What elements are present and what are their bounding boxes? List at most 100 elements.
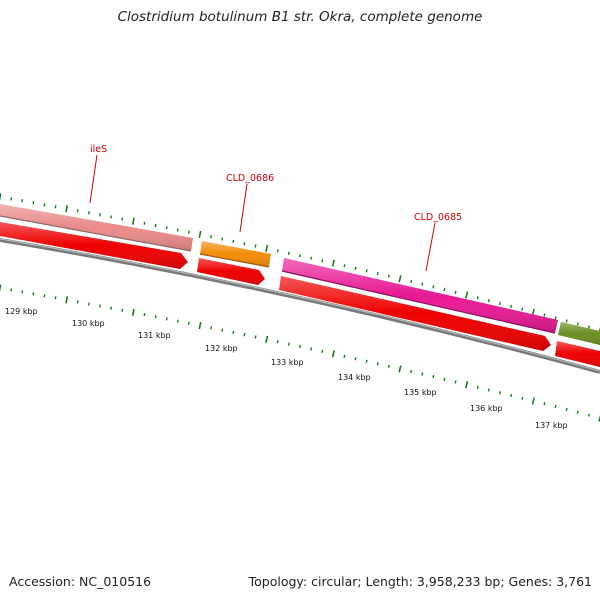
minor-tick bbox=[176, 319, 179, 323]
minor-tick bbox=[487, 388, 490, 392]
minor-tick bbox=[76, 209, 79, 213]
genome-backbone-highlight bbox=[0, 238, 600, 372]
feature-edge bbox=[199, 253, 270, 268]
scale-label: 134 kbp bbox=[338, 373, 371, 382]
scale-label: 129 kbp bbox=[5, 307, 38, 316]
minor-tick bbox=[221, 237, 224, 241]
minor-tick bbox=[110, 215, 113, 219]
minor-tick bbox=[387, 364, 390, 368]
minor-tick bbox=[365, 359, 368, 363]
major-tick bbox=[198, 321, 202, 330]
gene-label-ileS-group: ileS bbox=[89, 144, 107, 204]
minor-tick bbox=[476, 385, 479, 389]
minor-tick bbox=[510, 304, 513, 308]
gene-CLD_0686-shade bbox=[200, 241, 271, 267]
minor-tick bbox=[121, 308, 124, 312]
gene-label-CLD_0685[interactable]: CLD_0685 bbox=[414, 212, 462, 223]
scale-label: 133 kbp bbox=[271, 358, 304, 367]
cds-arrow-CLD_0686-shade bbox=[197, 258, 265, 285]
label-leader-line bbox=[89, 154, 98, 204]
gene-CLD_0685-shade bbox=[282, 258, 558, 333]
minor-tick bbox=[221, 328, 224, 332]
minor-tick bbox=[21, 290, 24, 294]
minor-tick bbox=[32, 201, 35, 205]
minor-tick bbox=[110, 306, 113, 310]
minor-tick bbox=[154, 223, 157, 228]
minor-tick bbox=[376, 362, 379, 366]
major-tick bbox=[265, 244, 269, 253]
minor-tick bbox=[32, 292, 35, 296]
scale-label: 135 kbp bbox=[404, 388, 437, 397]
minor-tick bbox=[365, 269, 368, 273]
minor-tick bbox=[310, 347, 313, 351]
inner-tick-ring bbox=[0, 284, 600, 422]
scale-label: 131 kbp bbox=[138, 331, 171, 340]
major-tick bbox=[265, 335, 269, 343]
gene-label-CLD_0685-group: CLD_0685 bbox=[414, 212, 462, 272]
major-tick bbox=[598, 414, 600, 422]
minor-tick bbox=[587, 413, 590, 417]
minor-tick bbox=[187, 230, 190, 234]
major-tick bbox=[331, 350, 335, 358]
scale-labels: 129 kbp 130 kbp 131 kbp 132 kbp 133 kbp … bbox=[5, 307, 568, 430]
accession-text: Accession: NC_010516 bbox=[9, 574, 152, 589]
major-tick bbox=[465, 381, 469, 389]
major-tick bbox=[131, 217, 135, 225]
minor-tick bbox=[487, 299, 490, 303]
gene-next-shade bbox=[558, 322, 600, 345]
minor-tick bbox=[210, 326, 213, 330]
major-tick bbox=[131, 308, 135, 316]
major-tick bbox=[398, 275, 402, 283]
minor-tick bbox=[543, 402, 546, 406]
minor-tick bbox=[87, 211, 90, 215]
minor-tick bbox=[299, 254, 301, 258]
gene-label-CLD_0686[interactable]: CLD_0686 bbox=[226, 173, 274, 184]
minor-tick bbox=[99, 213, 101, 217]
major-tick bbox=[0, 193, 2, 201]
minor-tick bbox=[232, 330, 235, 334]
scale-label: 136 kbp bbox=[470, 404, 503, 413]
minor-tick bbox=[554, 316, 557, 320]
major-tick bbox=[531, 397, 535, 405]
minor-tick bbox=[99, 304, 101, 308]
minor-tick bbox=[421, 282, 424, 286]
scale-label: 137 kbp bbox=[535, 421, 568, 430]
major-tick bbox=[465, 291, 469, 299]
minor-tick bbox=[476, 296, 479, 300]
minor-tick bbox=[276, 249, 279, 253]
genome-title: Clostridium botulinum B1 str. Okra, comp… bbox=[117, 9, 483, 25]
minor-tick bbox=[287, 342, 290, 346]
minor-tick bbox=[287, 251, 290, 255]
minor-tick bbox=[243, 242, 246, 246]
minor-tick bbox=[321, 259, 324, 263]
minor-tick bbox=[343, 354, 346, 358]
minor-tick bbox=[121, 217, 124, 221]
feature-edge bbox=[281, 270, 556, 334]
cds-arrow-next-shade bbox=[555, 341, 600, 367]
minor-tick bbox=[410, 279, 413, 284]
minor-tick bbox=[565, 407, 568, 412]
minor-tick bbox=[76, 300, 79, 304]
minor-tick bbox=[187, 321, 190, 325]
minor-tick bbox=[554, 404, 557, 409]
feature-edge bbox=[0, 215, 192, 252]
feature-track-cds bbox=[0, 222, 600, 367]
minor-tick bbox=[243, 333, 246, 337]
minor-tick bbox=[254, 335, 257, 339]
minor-tick bbox=[165, 317, 168, 321]
minor-tick bbox=[543, 313, 546, 317]
minor-tick bbox=[421, 372, 424, 376]
minor-tick bbox=[232, 239, 235, 243]
minor-tick bbox=[54, 205, 57, 209]
minor-tick bbox=[343, 264, 346, 268]
minor-tick bbox=[498, 301, 502, 306]
minor-tick bbox=[54, 296, 57, 300]
minor-tick bbox=[254, 244, 257, 248]
major-tick bbox=[0, 284, 2, 292]
minor-tick bbox=[43, 294, 46, 298]
gene-label-ileS[interactable]: ileS bbox=[90, 144, 107, 155]
minor-tick bbox=[10, 288, 13, 292]
minor-tick bbox=[587, 325, 590, 329]
minor-tick bbox=[576, 322, 579, 326]
